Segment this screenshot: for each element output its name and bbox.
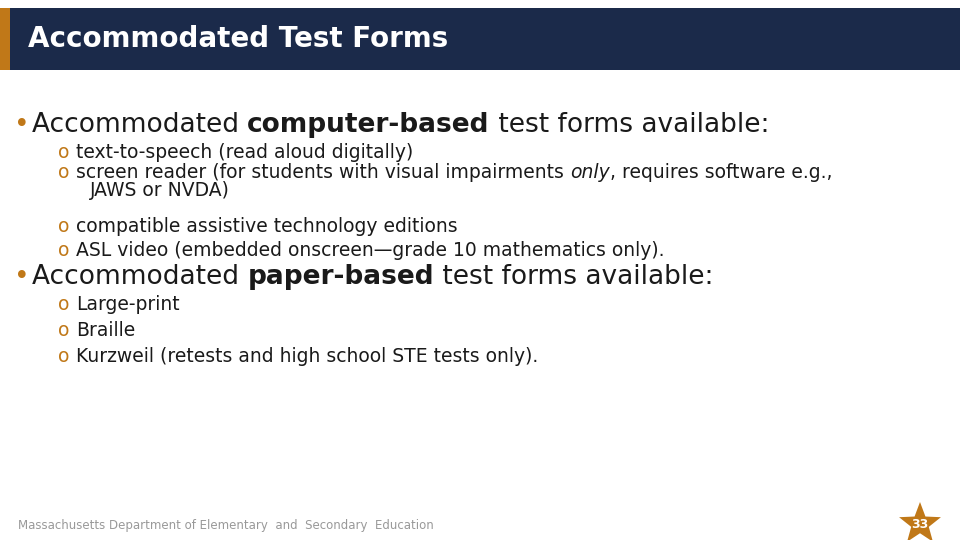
Text: test forms available:: test forms available: [434, 264, 713, 290]
Text: computer-based: computer-based [248, 112, 490, 138]
Text: test forms available:: test forms available: [490, 112, 769, 138]
Text: o: o [58, 217, 69, 235]
Text: ASL video (embedded onscreen—grade 10 mathematics only).: ASL video (embedded onscreen—grade 10 ma… [76, 240, 664, 260]
Text: 33: 33 [911, 517, 928, 530]
Text: •: • [14, 264, 30, 290]
Text: only: only [570, 164, 610, 183]
Text: Braille: Braille [76, 321, 135, 340]
Text: Massachusetts Department of Elementary  and  Secondary  Education: Massachusetts Department of Elementary a… [18, 519, 434, 532]
Text: Accommodated: Accommodated [32, 112, 248, 138]
Text: compatible assistive technology editions: compatible assistive technology editions [76, 217, 458, 235]
Text: o: o [58, 295, 69, 314]
Text: o: o [58, 240, 69, 260]
Text: screen reader (for students with visual impairments: screen reader (for students with visual … [76, 164, 570, 183]
Text: , requires software e.g.,: , requires software e.g., [610, 164, 832, 183]
Text: Large-print: Large-print [76, 295, 180, 314]
Text: paper-based: paper-based [248, 264, 434, 290]
Text: text-to-speech (read aloud digitally): text-to-speech (read aloud digitally) [76, 143, 413, 161]
Polygon shape [900, 502, 941, 540]
Text: Accommodated Test Forms: Accommodated Test Forms [28, 25, 448, 53]
Text: JAWS or NVDA): JAWS or NVDA) [90, 181, 229, 200]
Text: Kurzweil (retests and high school STE tests only).: Kurzweil (retests and high school STE te… [76, 347, 539, 366]
Text: o: o [58, 164, 69, 183]
FancyBboxPatch shape [0, 8, 960, 70]
Text: o: o [58, 321, 69, 340]
Text: o: o [58, 347, 69, 366]
Text: •: • [14, 112, 30, 138]
Text: o: o [58, 143, 69, 161]
Text: Accommodated: Accommodated [32, 264, 248, 290]
FancyBboxPatch shape [0, 8, 10, 70]
